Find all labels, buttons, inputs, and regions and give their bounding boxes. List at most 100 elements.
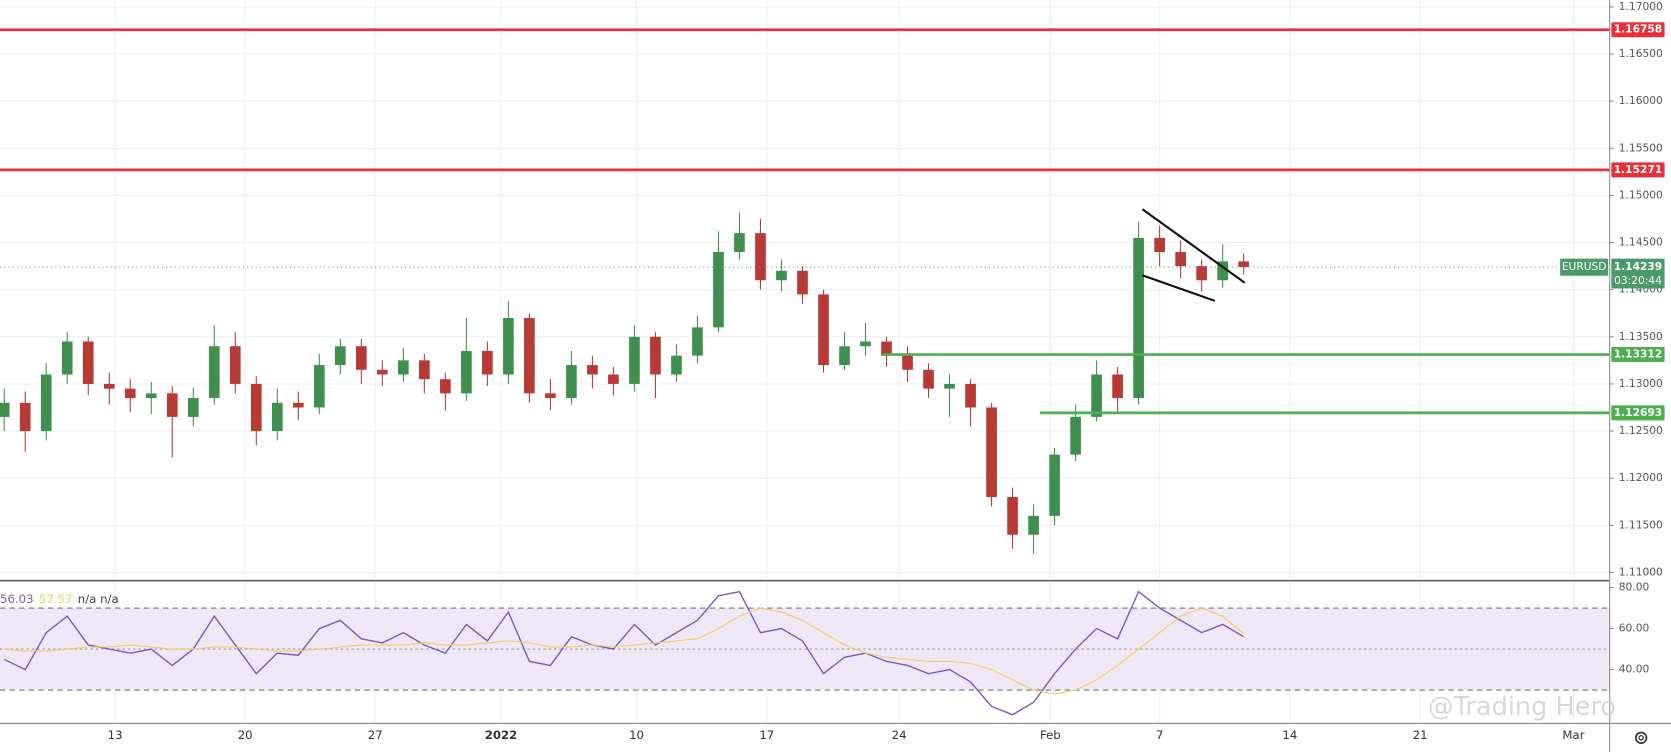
legend-extra: n/a n/a <box>78 592 119 606</box>
candle-body <box>1196 266 1207 281</box>
y-tick-label: 1.15000 <box>1619 188 1663 201</box>
symbol-label: EURUSD <box>1562 260 1607 273</box>
x-tick-label: 14 <box>1282 728 1297 742</box>
candle-body <box>965 383 976 408</box>
candle-body <box>545 393 556 399</box>
candle-body <box>292 402 304 408</box>
candle-body <box>671 355 682 375</box>
y-tick-label: 1.13000 <box>1619 377 1663 390</box>
x-tick-label: Feb <box>1040 728 1061 742</box>
candle-body <box>629 336 640 384</box>
y-tick-label: 1.15500 <box>1619 141 1663 154</box>
candle-body <box>377 369 388 375</box>
trend-line <box>1142 274 1216 302</box>
candle-body <box>440 379 451 394</box>
candle-body <box>208 346 220 399</box>
candle-body <box>881 341 892 356</box>
candle-body <box>1007 497 1018 535</box>
candle-body <box>524 317 535 394</box>
candle-body <box>103 383 115 389</box>
candle-body <box>1091 374 1102 417</box>
candle-body <box>1049 454 1060 516</box>
price-label: 1.14239 <box>1614 260 1662 273</box>
level-label-box <box>1611 162 1665 178</box>
candle-body <box>124 388 136 399</box>
candle-body <box>145 393 157 399</box>
candle-body <box>1112 374 1123 399</box>
candle-body <box>187 398 199 417</box>
x-tick-label: 21 <box>1413 728 1428 742</box>
rsi-line <box>3 590 1245 716</box>
candle-body <box>1133 237 1144 399</box>
candle-body <box>692 327 703 356</box>
level-label-box <box>1611 405 1665 421</box>
candle-body <box>19 402 31 432</box>
candle-body <box>271 402 283 432</box>
symbol-box <box>1560 258 1609 276</box>
candle-body <box>313 365 325 408</box>
candle-body <box>923 369 934 389</box>
candle-body <box>503 317 514 375</box>
level-label: 1.13312 <box>1614 348 1662 361</box>
trend-line <box>1141 208 1246 284</box>
x-tick-label: 20 <box>238 728 253 742</box>
candle-body <box>818 294 829 366</box>
settings-icon[interactable] <box>1634 731 1648 744</box>
candle-body <box>82 341 94 384</box>
candle-body <box>356 346 367 370</box>
candle-body <box>1154 237 1165 252</box>
y-tick-label: 1.12000 <box>1619 471 1663 484</box>
legend-value: 57.57 <box>39 592 73 606</box>
level-label: 1.16758 <box>1614 23 1662 36</box>
legend-value: 56.03 <box>0 592 34 606</box>
x-tick-label: 17 <box>759 728 774 742</box>
y-tick-label: 1.16000 <box>1619 94 1663 107</box>
candle-body <box>1028 515 1039 535</box>
candle-body <box>608 374 619 384</box>
candle-body <box>566 365 577 399</box>
candle-body <box>1217 261 1228 281</box>
x-tick-label: 27 <box>368 728 383 742</box>
candle-body <box>250 383 262 432</box>
candle-body <box>0 402 10 417</box>
candle-body <box>1070 416 1081 455</box>
candle-body <box>650 336 661 375</box>
candle-body <box>986 407 997 498</box>
level-label-box <box>1611 22 1665 38</box>
countdown-label: 03:20:44 <box>1614 274 1662 287</box>
candle-body <box>334 346 346 366</box>
candle-body <box>40 374 52 432</box>
candle-body <box>461 350 472 394</box>
y-tick-label: 1.13500 <box>1619 330 1663 343</box>
level-label: 1.15271 <box>1614 163 1662 176</box>
candle-body <box>902 355 913 370</box>
candle-body <box>229 346 241 384</box>
y-tick-label: 1.11500 <box>1619 518 1663 531</box>
y-tick-label: 1.14500 <box>1619 236 1663 249</box>
candle-body <box>839 346 850 366</box>
candle-body <box>419 360 430 380</box>
rsi-line <box>4 607 1244 695</box>
watermark: @Trading Hero <box>1428 692 1616 722</box>
y-tick-label: 60.00 <box>1619 622 1650 635</box>
plot <box>0 28 1610 716</box>
candle-body <box>734 233 745 252</box>
y-tick-label: 1.12500 <box>1619 424 1663 437</box>
candle-body <box>166 393 178 417</box>
candle-body <box>398 360 409 375</box>
level-label-box <box>1611 347 1665 362</box>
candle-body <box>61 341 73 375</box>
x-tick-label: 2022 <box>485 728 518 742</box>
candle-body <box>1175 251 1186 267</box>
candle-body <box>482 350 493 375</box>
price-box <box>1611 258 1665 289</box>
y-tick-label: 1.17000 <box>1619 0 1663 13</box>
candle-body <box>776 270 787 281</box>
candle-body <box>797 270 808 295</box>
candle-body <box>713 251 724 328</box>
x-tick-label: 13 <box>108 728 123 742</box>
y-tick-label: 1.11000 <box>1619 565 1663 578</box>
level-label: 1.12693 <box>1614 406 1662 419</box>
